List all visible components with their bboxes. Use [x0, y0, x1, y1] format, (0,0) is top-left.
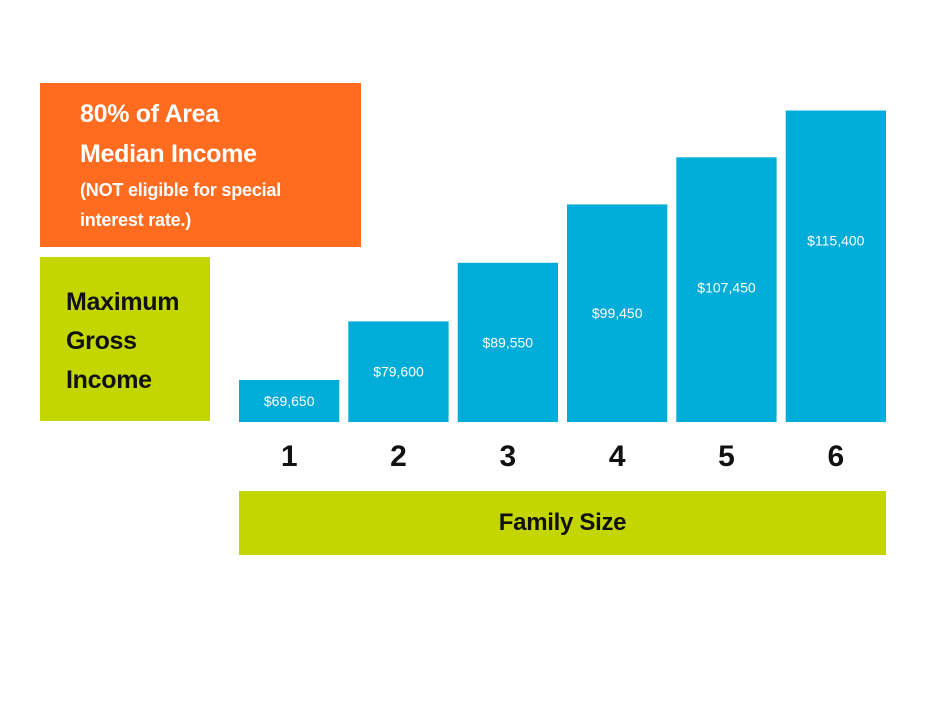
x-tick-label-3: 3: [499, 440, 516, 473]
bar-2: [348, 321, 449, 422]
x-tick-label-4: 4: [609, 440, 626, 473]
bar-3: [457, 262, 558, 422]
x-axis-label: Family Size: [498, 509, 627, 536]
y-axis-label-box: Maximum Gross Income: [40, 257, 210, 421]
threshold-title-line2: Median Income: [80, 140, 257, 168]
bar-value-label-3: $89,550: [482, 334, 533, 350]
x-tick-label-5: 5: [718, 440, 735, 473]
bar-value-label-2: $79,600: [373, 364, 424, 380]
x-tick-label-1: 1: [281, 440, 298, 473]
bar-value-label-1: $69,650: [264, 393, 315, 409]
y-axis-label-line2: Gross: [66, 327, 137, 355]
bar-4: [567, 204, 668, 422]
bar-6: [785, 110, 886, 422]
threshold-note-line1: (NOT eligible for special: [80, 180, 282, 200]
y-axis-label-line3: Income: [66, 366, 152, 394]
bar-value-label-6: $115,400: [807, 233, 865, 249]
bar-value-label-5: $107,450: [697, 279, 756, 295]
x-tick-label-6: 6: [827, 440, 844, 473]
x-axis-label-box: Family Size: [239, 491, 886, 555]
bar-5: [676, 157, 777, 423]
threshold-title-line1: 80% of Area: [80, 100, 219, 128]
bar-1: [239, 380, 340, 422]
threshold-note-line2: interest rate.): [80, 210, 192, 230]
y-axis-label-line1: Maximum: [66, 288, 180, 316]
income-threshold-box: 80% of Area Median Income (NOT eligible …: [40, 83, 361, 247]
x-tick-label-2: 2: [390, 440, 407, 473]
bar-value-label-4: $99,450: [592, 305, 643, 321]
